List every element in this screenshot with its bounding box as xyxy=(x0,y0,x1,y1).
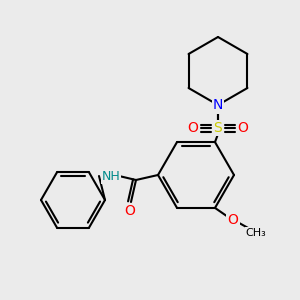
Text: O: O xyxy=(188,121,198,135)
Text: N: N xyxy=(213,99,223,113)
Text: N: N xyxy=(213,98,223,112)
Text: CH₃: CH₃ xyxy=(246,228,266,238)
Text: O: O xyxy=(228,213,238,227)
Text: S: S xyxy=(214,121,222,135)
Text: O: O xyxy=(238,121,248,135)
Text: NH: NH xyxy=(102,169,120,182)
Text: O: O xyxy=(124,204,135,218)
